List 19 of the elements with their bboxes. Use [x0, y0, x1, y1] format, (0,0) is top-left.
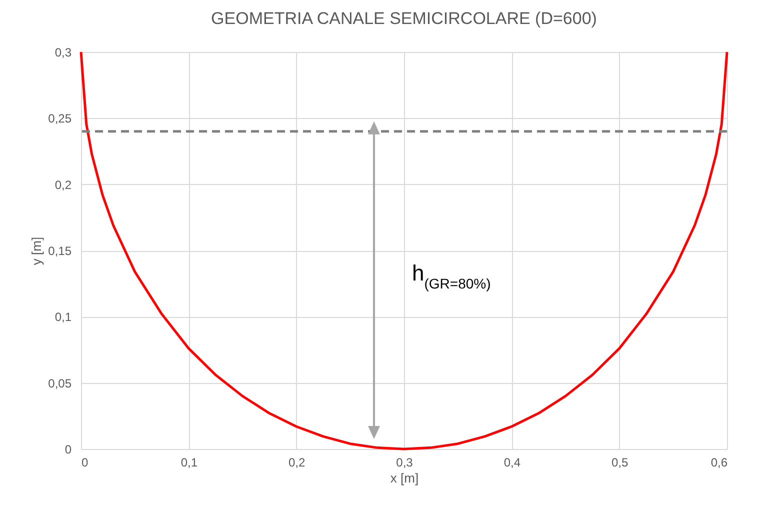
x-tick-label: 0,4: [504, 456, 521, 470]
x-tick-label: 0,1: [180, 456, 198, 470]
y-tick-label: 0,3: [54, 46, 72, 60]
chart-title: GEOMETRIA CANALE SEMICIRCOLARE (D=600): [211, 9, 597, 28]
x-tick-label: 0: [82, 456, 88, 470]
x-axis-title: x [m]: [390, 470, 419, 486]
y-tick-label: 0,1: [54, 310, 72, 324]
y-tick-label: 0,15: [48, 244, 72, 258]
y-axis-title: y [m]: [29, 236, 44, 266]
x-tick-label: 0,6: [710, 456, 728, 470]
y-tick-label: 0,2: [54, 178, 72, 192]
y-tick-label: 0,25: [48, 112, 72, 126]
x-tick-label: 0,5: [611, 456, 628, 470]
y-tick-label: 0: [64, 442, 72, 456]
line-series: [80, 50, 728, 450]
y-tick-label: 0,05: [48, 376, 72, 390]
x-tick-label: 0,3: [396, 456, 414, 470]
annotation: h$_{(GR=80%)}$: [412, 260, 491, 292]
x-tick-label: 0,2: [288, 456, 306, 470]
